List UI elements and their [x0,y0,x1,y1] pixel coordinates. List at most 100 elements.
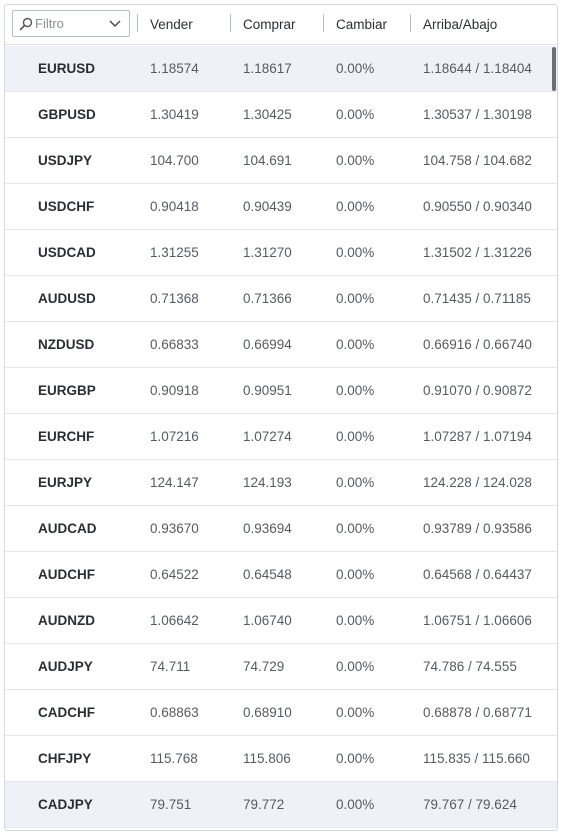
table-row[interactable]: AUDCHF 0.64522 0.64548 0.00% 0.64568 / 0.644… [5,552,557,598]
high-low-cell: 79.767 / 79.624 [423,797,517,812]
filter-input[interactable] [35,14,105,33]
sell-price-cell: 104.700 [150,153,199,168]
table-row[interactable]: NZDUSD 0.66833 0.66994 0.00% 0.66916 / 0.667… [5,322,557,368]
table-row[interactable]: CADJPY 79.751 79.772 0.00% 79.767 / 79.624 [5,782,557,828]
sell-price-cell: 1.07216 [150,429,199,444]
table-row[interactable]: CADCHF 0.68863 0.68910 0.00% 0.68878 / 0.687… [5,690,557,736]
high-low-cell: 1.06751 / 1.06606 [423,613,532,628]
table-row[interactable]: USDJPY 104.700 104.691 0.00% 104.758 / 104.6… [5,138,557,184]
high-low-cell: 115.835 / 115.660 [423,751,530,766]
high-low-cell: 0.93789 / 0.93586 [423,521,532,536]
table-row[interactable]: EURCHF 1.07216 1.07274 0.00% 1.07287 / 1.071… [5,414,557,460]
symbol-cell: GBPUSD [38,107,96,122]
symbol-cell: CHFJPY [38,751,92,766]
buy-price-cell: 115.806 [243,751,291,766]
high-low-cell: 0.66916 / 0.66740 [423,337,532,352]
high-low-cell: 124.228 / 124.028 [423,475,532,490]
sell-price-cell: 115.768 [150,751,198,766]
table-row[interactable]: AUDNZD 1.06642 1.06740 0.00% 1.06751 / 1.066… [5,598,557,644]
column-separator [137,14,138,32]
magnifier-icon [19,17,33,31]
sell-price-cell: 124.147 [150,475,199,490]
buy-price-cell: 0.68910 [243,705,292,720]
change-cell: 0.00% [336,153,375,168]
table-row[interactable]: AUDUSD 0.71368 0.71366 0.00% 0.71435 / 0.711… [5,276,557,322]
quotes-panel: Vender Comprar Cambiar Arriba/Abajo EURU… [4,4,558,831]
symbol-cell: AUDCHF [38,567,95,582]
sell-price-cell: 0.71368 [150,291,199,306]
change-cell: 0.00% [336,199,375,214]
symbol-cell: USDJPY [38,153,93,168]
scrollbar-thumb[interactable] [552,47,556,91]
table-row[interactable]: EURUSD 1.18574 1.18617 0.00% 1.18644 / 1.184… [5,46,557,92]
change-cell: 0.00% [336,797,375,812]
sell-price-cell: 0.90918 [150,383,199,398]
column-separator [230,14,231,32]
change-cell: 0.00% [336,659,375,674]
chevron-down-icon[interactable] [109,20,121,28]
change-cell: 0.00% [336,383,375,398]
high-low-cell: 104.758 / 104.682 [423,153,532,168]
high-low-cell: 0.71435 / 0.71185 [423,291,531,306]
buy-price-cell: 124.193 [243,475,292,490]
column-separator [410,14,411,32]
high-low-cell: 0.90550 / 0.90340 [423,199,532,214]
sell-price-cell: 1.30419 [150,107,199,122]
column-header-change[interactable]: Cambiar [336,17,388,32]
buy-price-cell: 0.64548 [243,567,292,582]
table-row[interactable]: EURGBP 0.90918 0.90951 0.00% 0.91070 / 0.908… [5,368,557,414]
buy-price-cell: 0.90951 [243,383,292,398]
high-low-cell: 74.786 / 74.555 [423,659,517,674]
high-low-cell: 1.31502 / 1.31226 [423,245,532,260]
high-low-cell: 1.30537 / 1.30198 [423,107,532,122]
high-low-cell: 0.64568 / 0.64437 [423,567,532,582]
buy-price-cell: 0.66994 [243,337,292,352]
high-low-cell: 1.18644 / 1.18404 [423,61,532,76]
change-cell: 0.00% [336,429,375,444]
sell-price-cell: 1.31255 [150,245,199,260]
high-low-cell: 0.68878 / 0.68771 [423,705,532,720]
buy-price-cell: 0.71366 [243,291,292,306]
buy-price-cell: 79.772 [243,797,285,812]
change-cell: 0.00% [336,245,375,260]
table-row[interactable]: AUDCAD 0.93670 0.93694 0.00% 0.93789 / 0.935… [5,506,557,552]
symbol-cell: NZDUSD [38,337,95,352]
sell-price-cell: 0.90418 [150,199,199,214]
table-row[interactable]: USDCAD 1.31255 1.31270 0.00% 1.31502 / 1.312… [5,230,557,276]
buy-price-cell: 104.691 [243,153,292,168]
symbol-cell: EURCHF [38,429,95,444]
table-row[interactable]: USDCHF 0.90418 0.90439 0.00% 0.90550 / 0.903… [5,184,557,230]
buy-price-cell: 1.31270 [243,245,292,260]
change-cell: 0.00% [336,705,375,720]
symbol-cell: CADCHF [38,705,95,720]
change-cell: 0.00% [336,337,375,352]
symbol-cell: EURJPY [38,475,93,490]
column-header-highlow[interactable]: Arriba/Abajo [423,17,498,32]
quotes-list: EURUSD 1.18574 1.18617 0.00% 1.18644 / 1.184… [5,46,557,828]
sell-price-cell: 0.66833 [150,337,199,352]
sell-price-cell: 79.751 [150,797,192,812]
table-row[interactable]: CHFJPY 115.768 115.806 0.00% 115.835 / 115.6… [5,736,557,782]
column-header-sell[interactable]: Vender [150,17,193,32]
table-row[interactable]: AUDJPY 74.711 74.729 0.00% 74.786 / 74.555 [5,644,557,690]
symbol-cell: USDCHF [38,199,95,214]
sell-price-cell: 74.711 [150,659,191,674]
table-row[interactable]: EURJPY 124.147 124.193 0.00% 124.228 / 124.0… [5,460,557,506]
change-cell: 0.00% [336,61,375,76]
buy-price-cell: 0.93694 [243,521,292,536]
table-row[interactable]: GBPUSD 1.30419 1.30425 0.00% 1.30537 / 1.301… [5,92,557,138]
symbol-cell: AUDCAD [38,521,97,536]
filter-dropdown[interactable] [12,10,130,37]
symbol-cell: EURUSD [38,61,96,76]
symbol-cell: AUDNZD [38,613,95,628]
sell-price-cell: 1.06642 [150,613,199,628]
change-cell: 0.00% [336,567,375,582]
column-header-buy[interactable]: Comprar [243,17,296,32]
change-cell: 0.00% [336,107,375,122]
buy-price-cell: 1.18617 [243,61,292,76]
change-cell: 0.00% [336,613,375,628]
high-low-cell: 1.07287 / 1.07194 [423,429,532,444]
change-cell: 0.00% [336,521,375,536]
sell-price-cell: 0.68863 [150,705,199,720]
sell-price-cell: 0.93670 [150,521,199,536]
